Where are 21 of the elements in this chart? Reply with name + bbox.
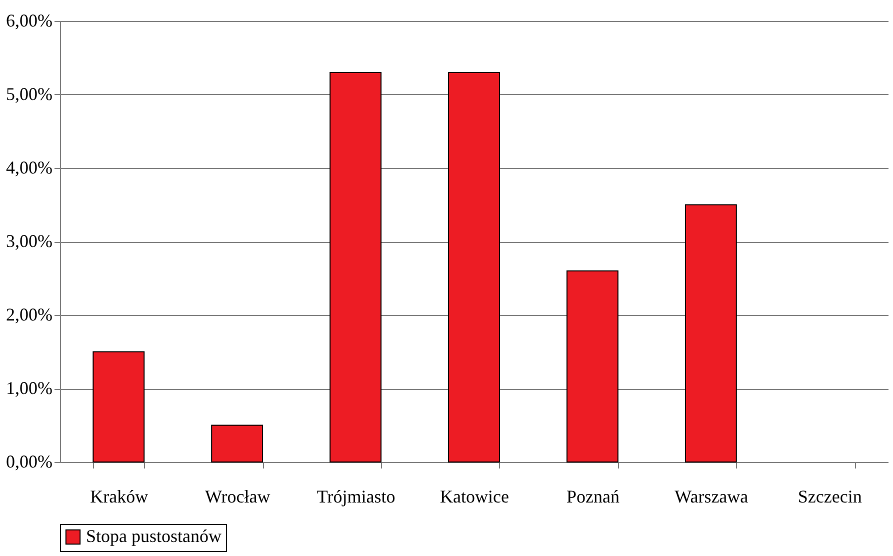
- x-tick-label: Kraków: [90, 486, 148, 506]
- x-tick-label: Trójmiasto: [316, 486, 396, 506]
- y-tick-label: 6,00%: [6, 10, 52, 30]
- bar: [448, 72, 500, 462]
- y-tick-label: 1,00%: [6, 378, 52, 398]
- x-tick-label: Warszawa: [674, 486, 748, 506]
- bar: [92, 351, 145, 462]
- y-tick-label: 2,00%: [6, 304, 52, 324]
- y-tick-label: 4,00%: [6, 158, 52, 178]
- y-tick-label: 0,00%: [6, 452, 52, 472]
- x-tick-label: Poznań: [566, 486, 620, 506]
- y-tick-label: 5,00%: [6, 84, 52, 104]
- bar: [684, 204, 737, 462]
- bar: [566, 270, 618, 462]
- x-tick-label: Wrocław: [204, 486, 270, 506]
- x-tick-label: Katowice: [440, 486, 509, 506]
- bar: [330, 72, 382, 462]
- x-tick-label: Szczecin: [798, 486, 862, 506]
- y-tick-label: 3,00%: [6, 231, 52, 251]
- bar: [211, 424, 264, 462]
- legend-label: Stopa pustostanów: [86, 526, 222, 546]
